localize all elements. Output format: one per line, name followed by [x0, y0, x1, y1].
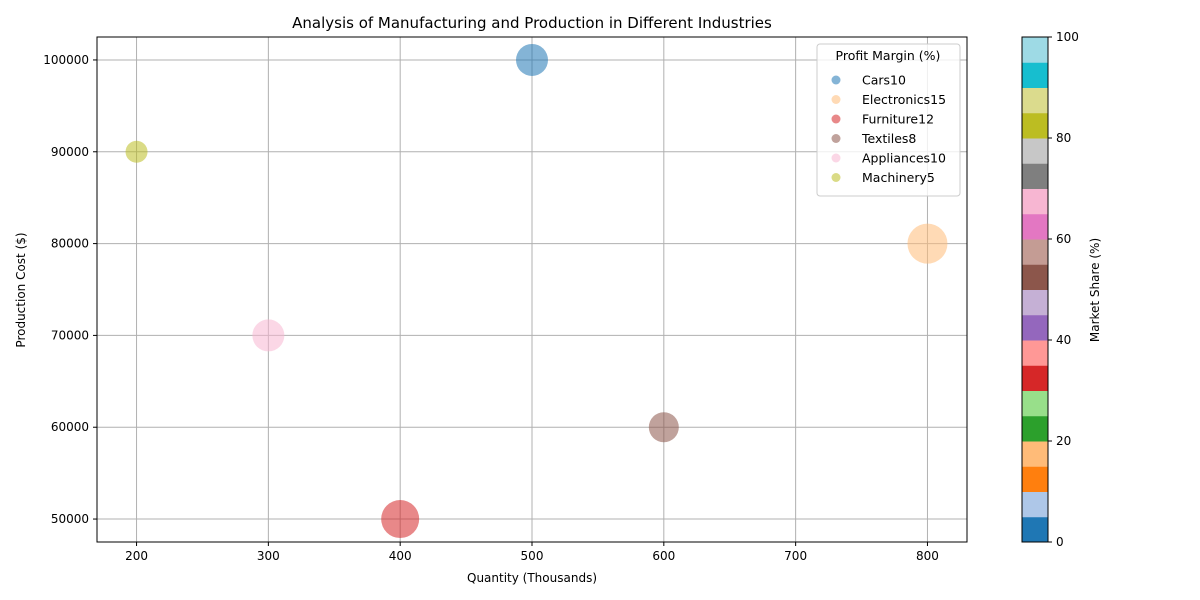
bubble-layer — [125, 43, 948, 539]
colorbar-tick-label: 80 — [1056, 131, 1071, 145]
colorbar-segment — [1022, 264, 1048, 290]
chart-title: Analysis of Manufacturing and Production… — [292, 14, 772, 32]
x-tick-label: 700 — [784, 549, 807, 563]
x-tick-label: 200 — [125, 549, 148, 563]
colorbar-frame — [1021, 36, 1049, 543]
colorbar-segment — [1022, 516, 1048, 543]
legend-title: Profit Margin (%) — [836, 48, 941, 63]
colorbar: 0 20 40 60 80 100 — [1021, 30, 1079, 549]
x-axis-label: Quantity (Thousands) — [467, 571, 597, 585]
colorbar-tick-label: 40 — [1056, 333, 1071, 347]
legend-entry: Electronics15 — [862, 92, 946, 107]
legend-entry: Cars10 — [862, 73, 906, 88]
legend-marker — [831, 75, 841, 85]
y-tick-label: 50000 — [51, 512, 89, 526]
legend-box — [816, 43, 961, 197]
colorbar-segment — [1022, 289, 1048, 316]
colorbar-segment — [1022, 87, 1048, 114]
colorbar-segment — [1022, 340, 1048, 366]
x-tick-label: 600 — [652, 549, 675, 563]
x-tick-label: 300 — [257, 549, 280, 563]
legend-entry: Machinery5 — [862, 170, 935, 185]
y-tick-label: 70000 — [51, 328, 89, 342]
colorbar-segment — [1022, 491, 1048, 518]
colorbar-segment — [1022, 62, 1048, 88]
colorbar-segment — [1022, 441, 1048, 467]
colorbar-segment — [1022, 163, 1048, 189]
legend-entry: Furniture12 — [862, 112, 934, 127]
x-tick-label: 800 — [916, 549, 939, 563]
legend-entry: Textiles8 — [861, 131, 916, 146]
colorbar-segment — [1022, 415, 1048, 442]
bubble-point — [252, 319, 285, 352]
y-axis-label: Production Cost ($) — [14, 232, 28, 347]
y-tick-label: 80000 — [51, 237, 89, 251]
colorbar-tick-label: 0 — [1056, 535, 1064, 549]
colorbar-segment — [1022, 466, 1048, 492]
colorbar-segment — [1022, 239, 1048, 265]
colorbar-segment — [1022, 365, 1048, 391]
colorbar-tick-label: 20 — [1056, 434, 1071, 448]
colorbar-segment — [1022, 138, 1048, 164]
legend-marker — [831, 95, 841, 104]
legend-marker — [831, 173, 841, 182]
colorbar-tick-label: 60 — [1056, 232, 1071, 246]
colorbar-segment — [1022, 188, 1048, 215]
colorbar-segment — [1022, 37, 1048, 63]
colorbar-segment — [1022, 390, 1048, 417]
colorbar-segment — [1022, 213, 1048, 240]
y-tick-label: 100000 — [43, 53, 89, 67]
x-tick-label: 400 — [389, 549, 412, 563]
legend: Profit Margin (%) Cars10 Electronics15 Fur… — [816, 43, 961, 197]
x-axis-ticks: 200 300 400 500 600 700 800 — [125, 542, 939, 563]
colorbar-segment — [1022, 112, 1048, 139]
legend-marker — [831, 134, 841, 143]
y-axis-ticks: 50000 60000 70000 80000 90000 100000 — [43, 53, 97, 526]
bubble-point — [516, 43, 548, 76]
x-tick-label: 500 — [521, 549, 544, 563]
bubble-point — [648, 412, 679, 443]
legend-marker — [831, 153, 841, 163]
y-tick-label: 60000 — [51, 420, 89, 434]
bubble-point — [125, 140, 148, 163]
bubble-point — [381, 500, 420, 539]
legend-marker — [831, 114, 841, 124]
colorbar-tick-label: 100 — [1056, 30, 1079, 44]
bubble-point — [907, 223, 948, 264]
legend-entry: Appliances10 — [862, 151, 946, 166]
colorbar-label: Market Share (%) — [1088, 238, 1102, 342]
y-tick-label: 90000 — [51, 145, 89, 159]
colorbar-segment — [1022, 314, 1048, 341]
